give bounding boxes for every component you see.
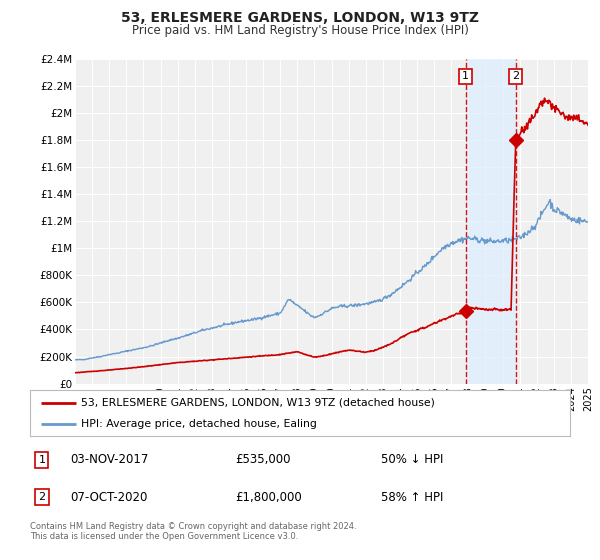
Text: 58% ↑ HPI: 58% ↑ HPI (381, 491, 443, 504)
Text: 07-OCT-2020: 07-OCT-2020 (71, 491, 148, 504)
Text: 2: 2 (38, 492, 46, 502)
Text: 53, ERLESMERE GARDENS, LONDON, W13 9TZ: 53, ERLESMERE GARDENS, LONDON, W13 9TZ (121, 11, 479, 25)
Text: 03-NOV-2017: 03-NOV-2017 (71, 453, 149, 466)
Text: 1: 1 (38, 455, 46, 465)
Text: Contains HM Land Registry data © Crown copyright and database right 2024.
This d: Contains HM Land Registry data © Crown c… (30, 522, 356, 542)
Text: Price paid vs. HM Land Registry's House Price Index (HPI): Price paid vs. HM Land Registry's House … (131, 24, 469, 36)
Text: 50% ↓ HPI: 50% ↓ HPI (381, 453, 443, 466)
Bar (466, 59, 515, 384)
Text: HPI: Average price, detached house, Ealing: HPI: Average price, detached house, Eali… (82, 419, 317, 429)
Text: 53, ERLESMERE GARDENS, LONDON, W13 9TZ (detached house): 53, ERLESMERE GARDENS, LONDON, W13 9TZ (… (82, 398, 435, 408)
Text: £535,000: £535,000 (235, 453, 290, 466)
Text: 2: 2 (512, 71, 519, 81)
Text: 1: 1 (462, 71, 469, 81)
Text: £1,800,000: £1,800,000 (235, 491, 302, 504)
